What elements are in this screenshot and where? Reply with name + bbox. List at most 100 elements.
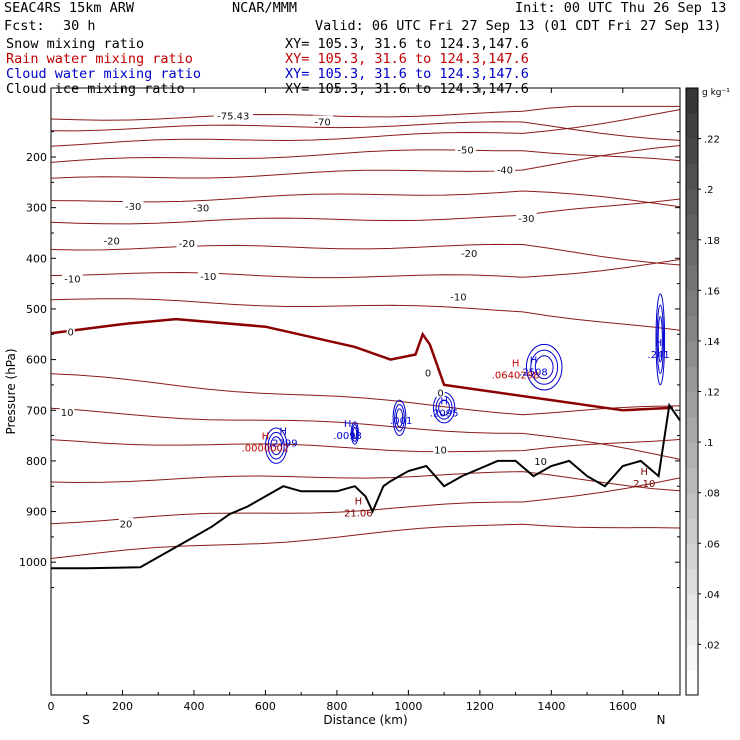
colorbar-step — [686, 88, 698, 114]
org-label: NCAR/MMM — [232, 0, 298, 16]
y-axis-title: Pressure (hPa) — [4, 348, 18, 434]
y-tick-label: 1000 — [19, 556, 47, 569]
colorbar: .22 .2 .18 .16 .14 .12 .1 .08 .06 .04 .02 g kg⁻¹ — [685, 87, 730, 696]
isotherm-label: -10 — [200, 272, 216, 283]
isotherm-line — [50, 145, 681, 179]
cloud-water-contour — [351, 424, 358, 442]
isotherm-label-bg — [516, 211, 537, 223]
isotherm-label: -70 — [314, 118, 330, 129]
maximum-value-label: 21.06 — [344, 509, 373, 520]
isotherm-label-bg — [176, 237, 198, 249]
cloud-water-contour — [392, 399, 407, 436]
x-tick-label: 1600 — [609, 700, 637, 713]
colorbar-tick-label: .08 — [704, 489, 720, 500]
maximum-marker: H — [655, 338, 663, 349]
maximum-value-label: 2.10 — [633, 479, 655, 490]
isotherm-line — [50, 109, 681, 147]
maximum-value-label: .0000002 — [242, 444, 290, 455]
y-tick-label: 500 — [26, 303, 47, 316]
colorbar-step — [686, 442, 698, 468]
colorbar-step — [686, 138, 698, 165]
isotherm-label: -40 — [497, 166, 513, 177]
colorbar-tick-label: .04 — [704, 590, 720, 601]
isotherm-line — [50, 471, 681, 492]
colorbar-tick-label: .06 — [704, 539, 720, 550]
y-tick-label: 700 — [26, 404, 47, 417]
y-tick-label: 900 — [26, 506, 47, 519]
colorbar-step — [686, 669, 698, 696]
field-name-snow: Snow mixing ratio — [6, 36, 145, 52]
colorbar-tick-label: .1 — [704, 438, 714, 449]
colorbar-step — [686, 467, 698, 494]
x-tick-label: 200 — [112, 700, 133, 713]
freezing-level-layer — [50, 317, 673, 412]
isotherm-label: -10 — [450, 292, 466, 303]
colorbar-step — [686, 366, 698, 392]
y-tick-label: 200 — [26, 151, 47, 164]
colorbar-step — [686, 593, 698, 620]
colorbar-step — [686, 113, 698, 140]
field-name-cloud-ice: Cloud ice mixing ratio — [6, 81, 185, 97]
cloud-water-contour — [270, 436, 283, 456]
plot-frame — [50, 87, 681, 696]
y-tick-label: 300 — [26, 202, 47, 215]
cloud-water-contour — [265, 427, 288, 464]
x-tick-label: 800 — [326, 700, 347, 713]
isotherm-label-bg — [197, 270, 219, 282]
isotherm-label-bg — [458, 247, 480, 259]
isotherm-line — [50, 259, 681, 279]
colorbar-tick-label: .12 — [704, 388, 720, 399]
isotherm-label-bg — [436, 386, 445, 398]
y-tick-label: 800 — [26, 455, 47, 468]
terrain-layer — [51, 402, 681, 570]
isotherm-label: -30 — [193, 204, 209, 215]
cloud-water-contour — [530, 349, 559, 385]
field-name-rain: Rain water mixing ratio — [6, 51, 193, 67]
colorbar-step — [686, 644, 698, 671]
cloud-water-contour — [438, 399, 451, 416]
isotherm-label: 10 — [534, 457, 547, 468]
isotherm-label-bg — [312, 115, 333, 127]
x-tick-label: 1200 — [466, 700, 494, 713]
colorbar-step — [686, 239, 698, 266]
isotherm-label-bg — [118, 517, 134, 529]
maximum-marker: H — [344, 419, 352, 430]
cloud-water-contour — [657, 316, 663, 363]
isotherm-label-bg — [423, 366, 433, 378]
isotherm-line — [50, 523, 681, 559]
colorbar-step — [686, 315, 698, 342]
freezing-level-line — [50, 317, 673, 412]
isotherm-line — [50, 105, 680, 121]
isotherm-label-bg — [190, 201, 212, 213]
isotherm-label: -10 — [64, 275, 80, 286]
maximum-value-label: .0093 — [333, 431, 362, 442]
maximum-value-label: .2095 — [430, 408, 459, 419]
isotherm-line — [50, 477, 681, 525]
y-tick-label: 600 — [26, 354, 47, 367]
colorbar-step — [686, 619, 698, 645]
isotherm-line — [50, 298, 681, 331]
end-label-north: N — [657, 713, 666, 727]
colorbar-tick-label: .18 — [704, 236, 720, 247]
x-tick-label: 400 — [183, 700, 204, 713]
isotherm-label: -20 — [179, 239, 195, 250]
isotherm-label: 0 — [425, 368, 431, 379]
isotherm-label-bg — [433, 443, 448, 455]
end-label-south: S — [82, 713, 90, 727]
colorbar-step — [686, 568, 698, 595]
isotherm-label: -30 — [518, 214, 534, 225]
isotherm-label-bg — [213, 109, 253, 121]
colorbar-step — [686, 543, 698, 570]
colorbar-step — [686, 265, 698, 291]
colorbar-step — [686, 391, 698, 418]
isotherm-label-bg — [101, 234, 123, 246]
maximum-marker: H — [640, 467, 648, 478]
maximum-marker: H — [440, 396, 448, 407]
cloud-water-contour — [350, 421, 359, 445]
colorbar-step — [686, 518, 698, 544]
fcst-value: 30 h — [63, 18, 96, 34]
isotherm-line — [50, 439, 681, 453]
maximum-marker: H — [280, 427, 288, 438]
